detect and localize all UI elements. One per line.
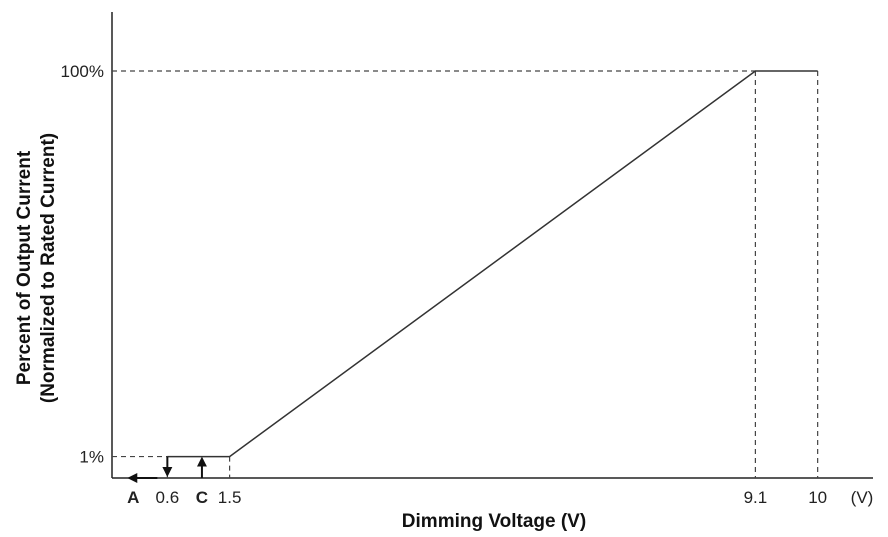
tick-labels: 0.6 1.5 9.1 10 1% 100% (61, 62, 828, 507)
x-tick-label: 9.1 (744, 488, 768, 507)
annotation-label-A: A (127, 488, 139, 507)
x-tick-label: 10 (808, 488, 827, 507)
y-tick-label: 1% (79, 448, 104, 467)
data-line (167, 70, 818, 458)
x-axis-title: Dimming Voltage (V) (402, 511, 586, 532)
dashed-guides (112, 70, 819, 478)
y-axis-title-line-1: Percent of Output Current (14, 150, 35, 385)
x-tick-label: 1.5 (218, 488, 242, 507)
y-tick-label: 100% (61, 62, 104, 81)
annotation-label-C: C (196, 488, 208, 507)
x-axis-unit: (V) (851, 488, 874, 507)
x-tick-label: 0.6 (156, 488, 180, 507)
y-axis-title-line-2: (Normalized to Rated Current) (38, 133, 59, 403)
